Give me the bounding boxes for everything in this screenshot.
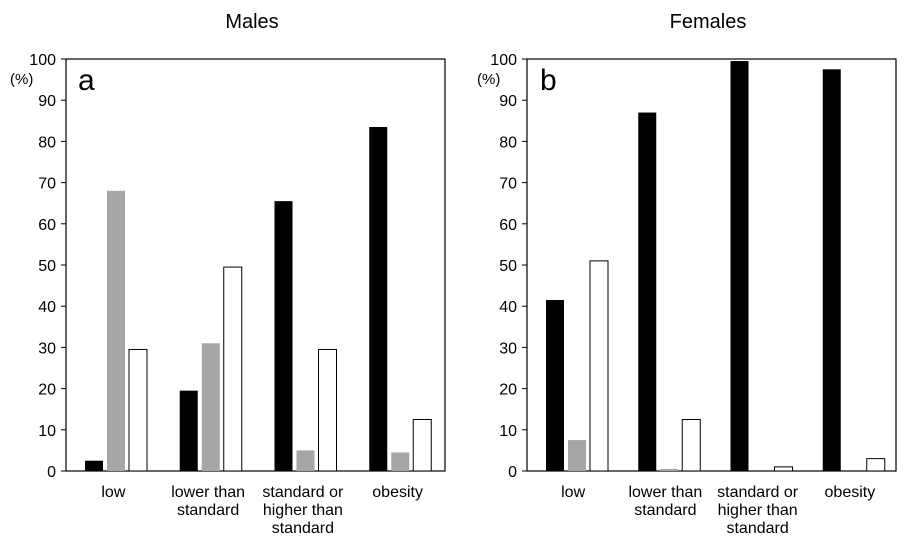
chart-title: Males — [225, 11, 278, 33]
panel-letter: a — [78, 64, 95, 97]
y-tick-label: 80 — [499, 134, 517, 151]
panel-a: Males 0 10 20 30 40 50 60 70 80 90 100 (%) a low lower … — [10, 11, 446, 537]
y-tick-label: 60 — [499, 217, 517, 234]
x-category-label: standard — [726, 520, 788, 537]
y-tick-label: 50 — [499, 258, 517, 275]
bar — [822, 69, 841, 472]
x-category-label: higher than — [263, 502, 343, 519]
x-category-label: obesity — [825, 484, 876, 501]
x-category-label: obesity — [372, 484, 423, 501]
bar — [179, 390, 198, 471]
panel-b: Females 0 10 20 30 40 50 60 70 80 90 100 (%) b low lowe… — [477, 11, 897, 537]
x-category-label: higher than — [718, 502, 798, 519]
bar — [369, 126, 388, 471]
x-category-label: lower than — [171, 484, 245, 501]
bar — [85, 460, 103, 471]
y-tick-label: 20 — [499, 382, 517, 399]
bar — [107, 190, 125, 471]
y-tick-label: 50 — [38, 258, 56, 275]
bar — [201, 343, 220, 471]
y-tick-label: 60 — [38, 217, 56, 234]
y-tick-label: 40 — [499, 299, 517, 316]
y-tick-label: 0 — [508, 464, 517, 481]
panel-letter: b — [540, 64, 557, 97]
bar — [274, 201, 293, 471]
y-tick-label: 100 — [490, 52, 517, 69]
bar — [660, 468, 679, 471]
y-tick-label: 40 — [38, 299, 56, 316]
y-unit-label: (%) — [10, 71, 33, 88]
y-tick-label: 10 — [499, 423, 517, 440]
y-tick-label: 90 — [499, 93, 517, 110]
bar — [774, 466, 793, 472]
y-tick-label: 30 — [499, 340, 517, 357]
y-tick-label: 70 — [38, 176, 56, 193]
bar — [730, 61, 749, 472]
y-unit-label: (%) — [477, 71, 500, 88]
bar — [589, 260, 609, 472]
bar — [412, 419, 432, 472]
y-tick-label: 10 — [38, 423, 56, 440]
chart-title: Females — [670, 11, 747, 33]
bar — [318, 348, 337, 472]
y-tick-label: 80 — [38, 134, 56, 151]
y-tick-label: 0 — [47, 464, 56, 481]
x-category-label: standard or — [717, 484, 799, 501]
y-tick-label: 20 — [38, 382, 56, 399]
bar — [866, 458, 886, 472]
bar — [681, 419, 701, 472]
x-category-label: lower than — [628, 484, 702, 501]
y-tick-label: 30 — [38, 340, 56, 357]
bar — [128, 348, 148, 472]
y-tick-label: 90 — [38, 93, 56, 110]
bar — [296, 450, 315, 471]
bar — [223, 266, 243, 472]
x-category-label: standard or — [262, 484, 344, 501]
x-category-label: low — [101, 484, 125, 501]
bar — [391, 452, 410, 471]
bar — [568, 440, 586, 471]
bar — [546, 300, 564, 471]
x-category-label: low — [561, 484, 585, 501]
x-category-label: standard — [272, 520, 334, 537]
y-tick-label: 100 — [29, 52, 56, 69]
x-category-label: standard — [634, 502, 696, 519]
x-category-label: standard — [177, 502, 239, 519]
bar — [638, 112, 657, 471]
y-tick-label: 70 — [499, 176, 517, 193]
